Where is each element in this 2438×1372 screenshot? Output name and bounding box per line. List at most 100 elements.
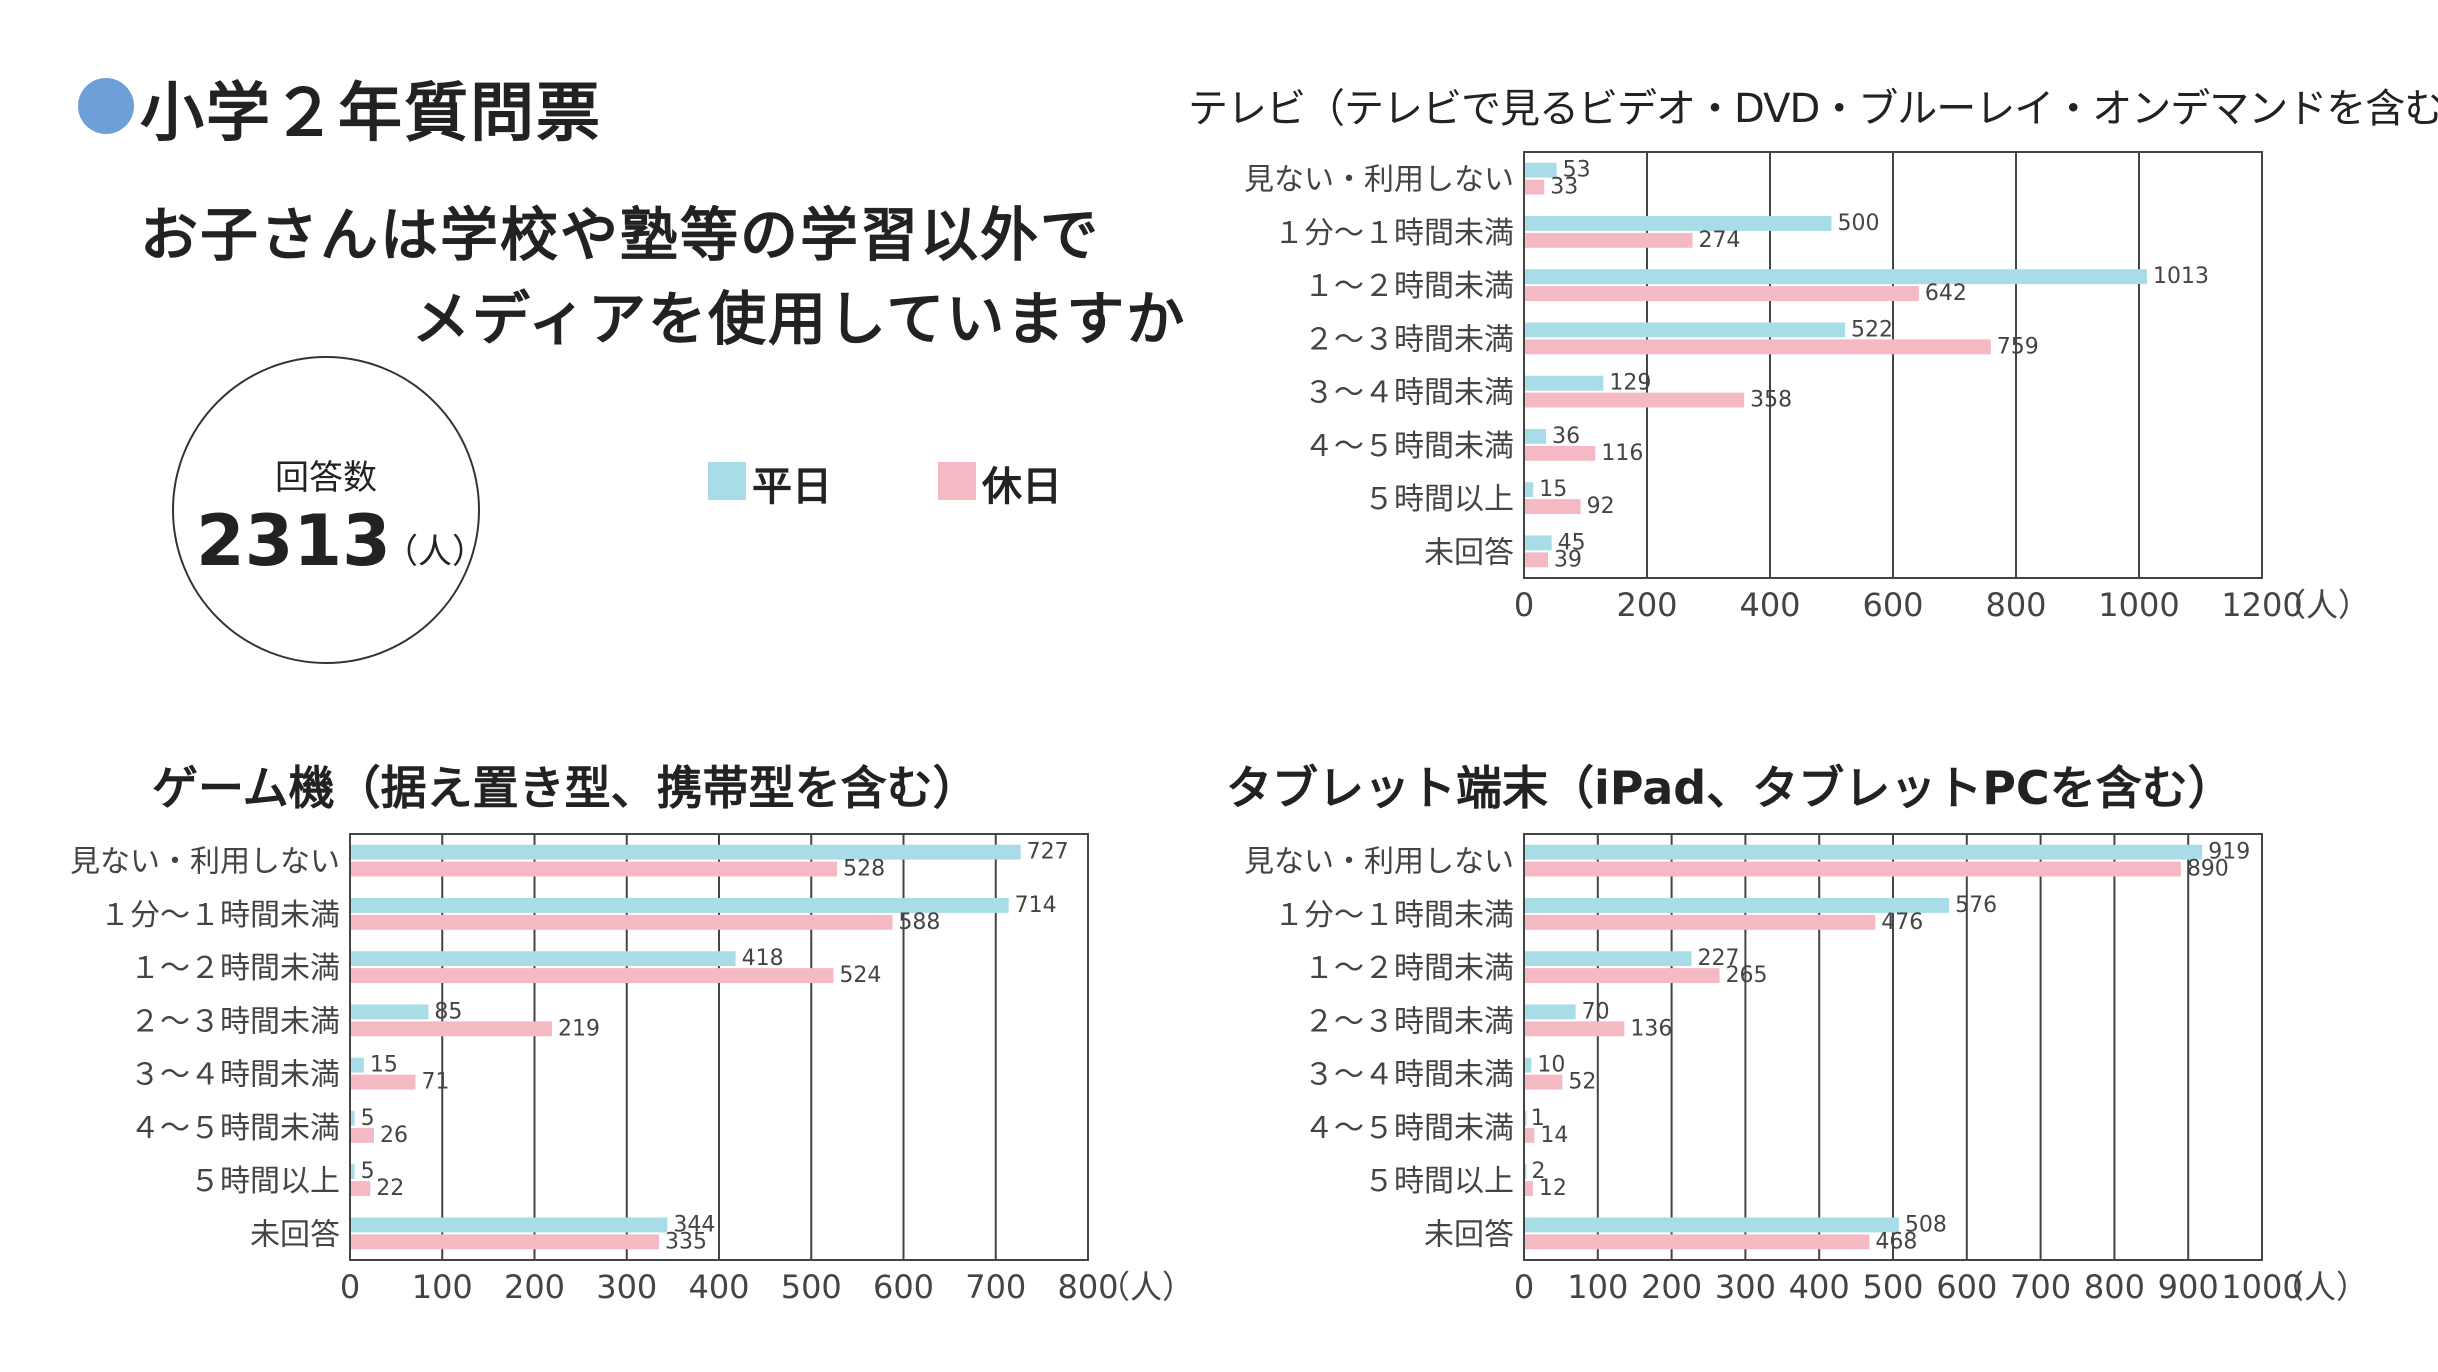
value-label-tablet-weekday-0: 919 bbox=[2208, 840, 2250, 865]
x-tick-label-tv-600: 600 bbox=[1862, 586, 1923, 624]
bar-tablet-holiday-6 bbox=[1525, 1181, 1533, 1197]
respondent-label: 回答数 bbox=[275, 458, 377, 498]
value-label-game-holiday-4: 71 bbox=[421, 1070, 449, 1095]
value-label-tablet-holiday-4: 52 bbox=[1568, 1070, 1596, 1095]
page-title: 小学２年質問票 bbox=[140, 77, 602, 151]
x-tick-label-tv-0: 0 bbox=[1514, 586, 1534, 624]
value-label-game-holiday-2: 524 bbox=[839, 963, 881, 988]
bar-tv-weekday-2 bbox=[1525, 269, 2147, 285]
x-tick-label-game-600: 600 bbox=[873, 1268, 934, 1306]
bar-game-holiday-4 bbox=[351, 1074, 416, 1090]
bar-tv-holiday-2 bbox=[1525, 286, 1919, 302]
bar-tablet-weekday-1 bbox=[1525, 897, 1950, 913]
x-tick-label-tv-1000: 1000 bbox=[2098, 586, 2179, 624]
category-label-tablet-0: 見ない・利用しない bbox=[1244, 845, 1514, 880]
bar-game-holiday-2 bbox=[351, 968, 834, 984]
value-label-tv-holiday-5: 116 bbox=[1601, 441, 1643, 466]
value-label-tablet-weekday-7: 508 bbox=[1905, 1212, 1947, 1237]
bar-tv-weekday-6 bbox=[1525, 482, 1534, 498]
value-label-game-weekday-1: 714 bbox=[1015, 893, 1057, 918]
x-tick-label-game-800: 800 bbox=[1057, 1268, 1118, 1306]
value-label-tablet-weekday-5: 1 bbox=[1531, 1106, 1545, 1131]
x-tick-label-tablet-100: 100 bbox=[1567, 1268, 1628, 1306]
category-label-game-6: ５時間以上 bbox=[190, 1164, 340, 1199]
x-tick-label-tablet-300: 300 bbox=[1715, 1268, 1776, 1306]
legend-swatch-weekday bbox=[708, 462, 746, 500]
x-tick-label-tablet-600: 600 bbox=[1936, 1268, 1997, 1306]
bar-tv-weekday-7 bbox=[1525, 535, 1552, 551]
bar-tablet-weekday-2 bbox=[1525, 951, 1692, 967]
category-label-tablet-3: ２～３時間未満 bbox=[1304, 1004, 1514, 1039]
x-tick-label-game-100: 100 bbox=[412, 1268, 473, 1306]
value-label-tablet-holiday-7: 468 bbox=[1875, 1229, 1917, 1254]
value-label-game-weekday-6: 5 bbox=[361, 1159, 375, 1184]
value-label-tablet-holiday-5: 14 bbox=[1540, 1123, 1568, 1148]
bar-tablet-holiday-5 bbox=[1525, 1127, 1535, 1143]
bar-tv-holiday-5 bbox=[1525, 445, 1596, 461]
title-bullet-icon bbox=[78, 78, 134, 134]
value-label-tv-weekday-0: 53 bbox=[1563, 158, 1591, 183]
bar-tablet-holiday-7 bbox=[1525, 1234, 1870, 1250]
bar-tablet-weekday-7 bbox=[1525, 1217, 1899, 1233]
value-label-game-holiday-1: 588 bbox=[898, 910, 940, 935]
bar-game-weekday-0 bbox=[351, 844, 1021, 860]
x-tick-label-tablet-200: 200 bbox=[1641, 1268, 1702, 1306]
x-tick-label-tablet-700: 700 bbox=[2010, 1268, 2071, 1306]
bar-game-weekday-7 bbox=[351, 1217, 668, 1233]
legend-swatch-holiday bbox=[938, 462, 976, 500]
value-label-game-holiday-3: 219 bbox=[558, 1016, 600, 1041]
bar-tablet-holiday-1 bbox=[1525, 914, 1876, 930]
category-label-tv-1: １分～１時間未満 bbox=[1274, 216, 1514, 251]
bar-game-holiday-0 bbox=[351, 861, 838, 877]
value-label-game-weekday-0: 727 bbox=[1027, 840, 1069, 865]
x-tick-label-tablet-1000: 1000 bbox=[2221, 1268, 2302, 1306]
value-label-game-holiday-0: 528 bbox=[843, 857, 885, 882]
value-label-game-holiday-7: 335 bbox=[665, 1229, 707, 1254]
x-tick-label-tv-800: 800 bbox=[1985, 586, 2046, 624]
bar-game-holiday-5 bbox=[351, 1127, 374, 1143]
category-label-tablet-1: １分～１時間未満 bbox=[1274, 898, 1514, 933]
legend-label-holiday: 休日 bbox=[982, 464, 1062, 510]
question-line-1: お子さんは学校や塾等の学習以外で bbox=[140, 201, 1101, 269]
value-label-tablet-weekday-4: 10 bbox=[1537, 1053, 1565, 1078]
bar-game-weekday-3 bbox=[351, 1004, 429, 1020]
value-label-tablet-holiday-3: 136 bbox=[1630, 1016, 1672, 1041]
value-label-tablet-weekday-2: 227 bbox=[1698, 946, 1740, 971]
bar-tablet-holiday-0 bbox=[1525, 861, 2181, 877]
bar-game-weekday-5 bbox=[351, 1110, 355, 1126]
value-label-game-holiday-5: 26 bbox=[380, 1123, 408, 1148]
value-label-tablet-weekday-1: 576 bbox=[1955, 893, 1997, 918]
x-tick-label-tablet-900: 900 bbox=[2158, 1268, 2219, 1306]
value-label-tablet-holiday-0: 890 bbox=[2187, 857, 2229, 882]
value-label-tv-holiday-1: 274 bbox=[1699, 228, 1741, 253]
value-label-tv-weekday-7: 45 bbox=[1558, 530, 1586, 555]
chart-title-game: ゲーム機（据え置き型、携帯型を含む） bbox=[152, 761, 979, 815]
category-label-tv-6: ５時間以上 bbox=[1364, 482, 1514, 517]
chart-title-tablet: タブレット端末（iPad、タブレットPCを含む） bbox=[1226, 761, 2234, 815]
value-label-tv-holiday-3: 759 bbox=[1997, 334, 2039, 359]
category-label-tablet-4: ３～４時間未満 bbox=[1304, 1058, 1514, 1093]
value-label-tv-weekday-6: 15 bbox=[1539, 477, 1567, 502]
bar-tablet-weekday-5 bbox=[1525, 1110, 1527, 1126]
bar-tablet-weekday-6 bbox=[1525, 1164, 1527, 1180]
category-label-game-5: ４～５時間未満 bbox=[130, 1111, 340, 1146]
category-label-game-1: １分～１時間未満 bbox=[100, 898, 340, 933]
category-label-game-4: ３～４時間未満 bbox=[130, 1058, 340, 1093]
bar-tablet-weekday-0 bbox=[1525, 844, 2203, 860]
value-label-tv-holiday-2: 642 bbox=[1925, 281, 1967, 306]
value-label-game-weekday-5: 5 bbox=[361, 1106, 375, 1131]
bar-tv-holiday-3 bbox=[1525, 339, 1991, 355]
category-label-tablet-7: 未回答 bbox=[1424, 1217, 1514, 1252]
legend-label-weekday: 平日 bbox=[752, 464, 832, 510]
value-label-tv-weekday-3: 522 bbox=[1851, 317, 1893, 342]
bar-game-holiday-6 bbox=[351, 1181, 371, 1197]
value-label-game-weekday-3: 85 bbox=[434, 999, 462, 1024]
x-tick-label-tv-400: 400 bbox=[1739, 586, 1800, 624]
bar-game-weekday-6 bbox=[351, 1164, 355, 1180]
value-label-tablet-holiday-1: 476 bbox=[1881, 910, 1923, 935]
x-unit-label-tv: （人） bbox=[2274, 586, 2370, 624]
bar-tablet-holiday-4 bbox=[1525, 1074, 1563, 1090]
respondent-count: 2313 bbox=[196, 500, 391, 582]
value-label-tv-holiday-0: 33 bbox=[1550, 175, 1578, 200]
x-tick-label-tablet-500: 500 bbox=[1862, 1268, 1923, 1306]
